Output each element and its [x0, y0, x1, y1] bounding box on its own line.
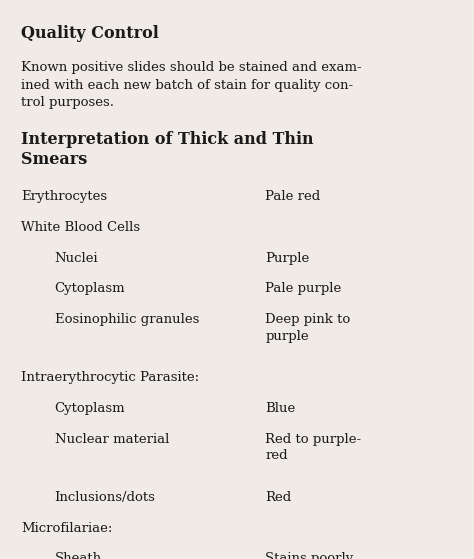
Text: Pale red: Pale red: [265, 190, 321, 203]
Text: Nuclei: Nuclei: [55, 252, 98, 264]
Text: Cytoplasm: Cytoplasm: [55, 402, 125, 415]
Text: Inclusions/dots: Inclusions/dots: [55, 491, 155, 504]
Text: Red to purple-
red: Red to purple- red: [265, 433, 362, 462]
Text: Nuclear material: Nuclear material: [55, 433, 169, 446]
Text: Red: Red: [265, 491, 292, 504]
Text: Blue: Blue: [265, 402, 296, 415]
Text: Sheath: Sheath: [55, 552, 101, 559]
Text: Eosinophilic granules: Eosinophilic granules: [55, 313, 199, 326]
Text: Intraerythrocytic Parasite:: Intraerythrocytic Parasite:: [21, 371, 200, 384]
Text: Cytoplasm: Cytoplasm: [55, 282, 125, 295]
Text: Pale purple: Pale purple: [265, 282, 342, 295]
Text: Stains poorly: Stains poorly: [265, 552, 354, 559]
Text: Purple: Purple: [265, 252, 310, 264]
Text: White Blood Cells: White Blood Cells: [21, 221, 140, 234]
Text: Microfilariae:: Microfilariae:: [21, 522, 113, 534]
Text: Quality Control: Quality Control: [21, 25, 159, 42]
Text: Erythrocytes: Erythrocytes: [21, 190, 108, 203]
Text: Deep pink to
purple: Deep pink to purple: [265, 313, 351, 343]
Text: Interpretation of Thick and Thin
Smears: Interpretation of Thick and Thin Smears: [21, 131, 314, 168]
Text: Known positive slides should be stained and exam-
ined with each new batch of st: Known positive slides should be stained …: [21, 61, 362, 110]
